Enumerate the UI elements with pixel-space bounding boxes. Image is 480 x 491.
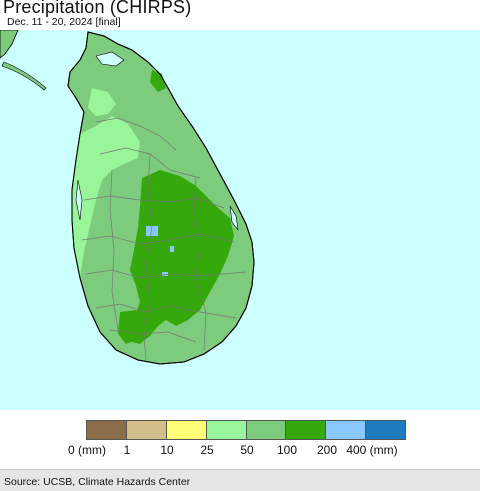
heavy-rain-southwest (118, 310, 142, 344)
legend-tick-labels: 0 (mm) 1 10 25 50 100 200 400 (mm) (0, 443, 480, 457)
india-landmass (0, 30, 19, 59)
very-heavy-spot-3 (162, 272, 168, 276)
legend-tick-label: 400 (mm) (346, 443, 398, 457)
legend-swatch-400-plus (365, 421, 405, 439)
legend-swatch-1-10 (125, 421, 166, 439)
legend-tick-label: 1 (123, 443, 131, 457)
jaffna-lagoon (95, 51, 125, 67)
light-rain-patch-north (88, 88, 116, 116)
batticaloa-lagoon (229, 205, 239, 231)
puttalam-lagoon (75, 179, 83, 221)
coastline (67, 31, 255, 365)
source-credit: Source: UCSB, Climate Hazards Center (4, 476, 191, 488)
legend-tick-label: 200 (316, 443, 338, 457)
footer-bar: Source: UCSB, Climate Hazards Center (0, 469, 480, 491)
heavy-rain-highlands (128, 170, 234, 344)
legend-swatch-0-1 (87, 421, 126, 439)
legend-swatch-200-400 (325, 421, 366, 439)
legend-tick-label: 0 (mm) (68, 443, 106, 457)
legend-tick-label: 100 (276, 443, 298, 457)
heavy-rain-jaffna (150, 70, 166, 92)
very-heavy-spot-1 (146, 226, 158, 236)
map-title: Precipitation (CHIRPS) (3, 0, 192, 17)
legend-swatch-100-200 (285, 421, 326, 439)
very-heavy-spot-2 (170, 246, 174, 252)
rameswaram-island (1, 61, 47, 91)
legend-swatch-10-25 (165, 421, 206, 439)
legend-swatch-50-100 (245, 421, 286, 439)
legend-tick-label: 25 (200, 443, 214, 457)
light-rain-band-west (72, 116, 140, 278)
map-subtitle: Dec. 11 - 20, 2024 [final] (7, 16, 121, 28)
precipitation-map (0, 30, 480, 410)
district-borders (81, 117, 247, 361)
precipitation-legend (86, 420, 406, 440)
legend-tick-label: 10 (160, 443, 174, 457)
legend-tick-label: 50 (240, 443, 254, 457)
legend-swatch-25-50 (205, 421, 246, 439)
